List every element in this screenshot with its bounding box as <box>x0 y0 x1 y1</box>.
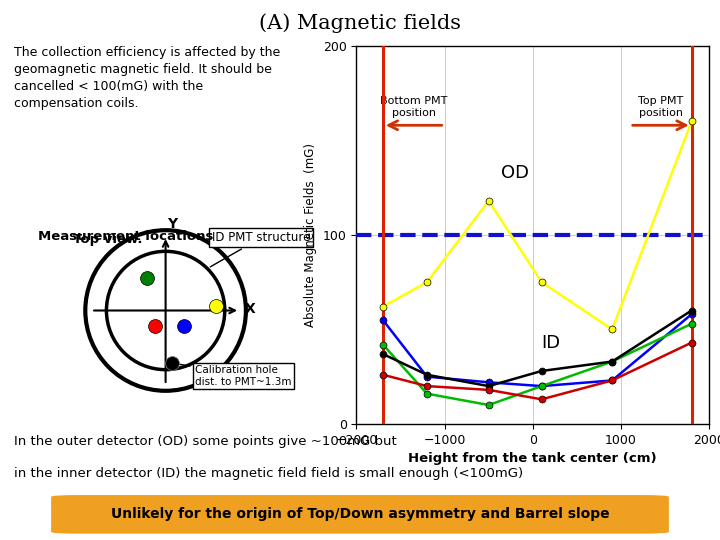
Text: X: X <box>245 302 256 316</box>
Text: Top PMT
position: Top PMT position <box>638 96 683 118</box>
Text: Y: Y <box>167 217 177 231</box>
Text: Measurement locations: Measurement locations <box>38 230 214 242</box>
Text: Bottom PMT
position: Bottom PMT position <box>380 96 447 118</box>
Text: ID PMT structure: ID PMT structure <box>210 231 310 267</box>
X-axis label: Height from the tank center (cm): Height from the tank center (cm) <box>408 452 657 465</box>
Y-axis label: Absolute Magnetic Fields  (mG): Absolute Magnetic Fields (mG) <box>305 143 318 327</box>
Text: (A) Magnetic fields: (A) Magnetic fields <box>259 14 461 33</box>
Text: In the outer detector (OD) some points give ~100mG but: In the outer detector (OD) some points g… <box>14 435 397 448</box>
Text: in the inner detector (ID) the magnetic field field is small enough (<100mG): in the inner detector (ID) the magnetic … <box>14 467 523 480</box>
Text: Unlikely for the origin of Top/Down asymmetry and Barrel slope: Unlikely for the origin of Top/Down asym… <box>111 508 609 521</box>
Text: The collection efficiency is affected by the
geomagnetic magnetic field. It shou: The collection efficiency is affected by… <box>14 46 281 110</box>
FancyBboxPatch shape <box>51 495 669 534</box>
Text: OD: OD <box>501 164 529 182</box>
Text: Calibration hole
dist. to PMT~1.3m: Calibration hole dist. to PMT~1.3m <box>175 363 292 387</box>
Text: ID: ID <box>541 334 560 352</box>
Text: Top view.: Top view. <box>73 233 142 246</box>
